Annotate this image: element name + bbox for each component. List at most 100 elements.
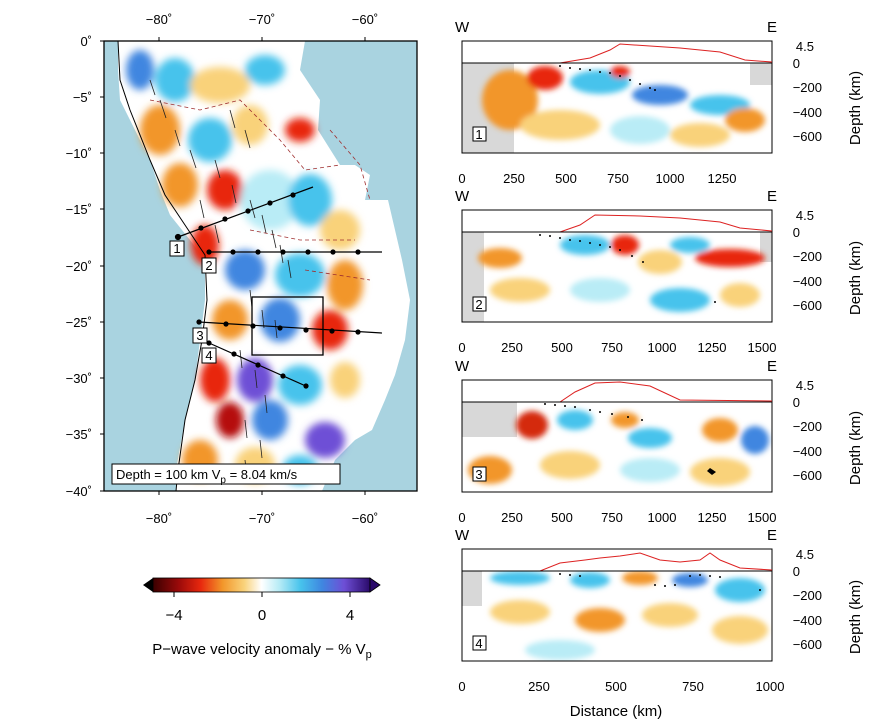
lat-tick: −10˚ <box>66 146 92 161</box>
depth-tick: −200 <box>793 80 822 95</box>
cross-section-4: W E 4 4.5 0 <box>455 527 864 720</box>
distance-tick: 0 <box>458 340 465 355</box>
depth-tick: 0 <box>793 564 800 579</box>
east-label: E <box>767 19 777 36</box>
distance-tick: 750 <box>601 340 623 355</box>
depth-tick: −600 <box>793 298 822 313</box>
cross-section-1: W E 1 4.5 <box>455 19 864 186</box>
west-label: W <box>455 188 470 205</box>
distance-tick: 0 <box>458 679 465 694</box>
profile-label-4: 4 <box>205 348 212 363</box>
top-lon-tick: −60˚ <box>352 12 378 27</box>
west-label: W <box>455 19 470 36</box>
distance-tick: 750 <box>601 510 623 525</box>
depth-tick: −600 <box>793 637 822 652</box>
topography-panel <box>461 40 773 64</box>
elevation-tick: 4.5 <box>796 547 814 562</box>
bottom-lon-tick: −60˚ <box>352 511 378 526</box>
depth-tick: −600 <box>793 468 822 483</box>
section-number: 3 <box>475 467 482 482</box>
coastline <box>117 41 208 491</box>
distance-tick: 250 <box>528 679 550 694</box>
distance-tick: 250 <box>501 510 523 525</box>
depth-tick: −200 <box>793 588 822 603</box>
distance-tick: 250 <box>503 171 525 186</box>
depth-axis-label: Depth (km) <box>847 71 864 145</box>
elevation-tick: 4.5 <box>796 378 814 393</box>
profile-label-3: 3 <box>196 328 203 343</box>
depth-tick: 0 <box>793 225 800 240</box>
depth-tick: 0 <box>793 395 800 410</box>
depth-caption-box <box>111 463 341 485</box>
east-label: E <box>767 358 777 375</box>
topography-profile <box>462 43 773 64</box>
profile-label-1: 1 <box>173 241 180 256</box>
distance-tick: 500 <box>551 510 573 525</box>
distance-tick: 500 <box>605 679 627 694</box>
elevation-tick: 4.5 <box>796 208 814 223</box>
colorbar-tick: 0 <box>258 607 266 624</box>
lat-tick: −20˚ <box>66 259 92 274</box>
east-label: E <box>767 527 777 544</box>
distance-axis-label: Distance (km) <box>570 703 663 720</box>
lat-tick: −25˚ <box>66 315 92 330</box>
depth-tick: −200 <box>793 249 822 264</box>
depth-tick: 0 <box>793 56 800 71</box>
topography-panel <box>461 548 773 572</box>
anomaly-patches <box>126 50 363 485</box>
colorbar-tick: −4 <box>165 607 182 624</box>
depth-tick: −400 <box>793 274 822 289</box>
bottom-lon-tick: −80˚ <box>146 511 172 526</box>
topography-panel <box>461 379 773 403</box>
west-label: W <box>455 527 470 544</box>
distance-tick: 0 <box>458 510 465 525</box>
distance-tick: 1500 <box>748 510 777 525</box>
topography-profile <box>462 552 773 572</box>
depth-axis-label: Depth (km) <box>847 411 864 485</box>
west-label: W <box>455 358 470 375</box>
topography-profile <box>462 214 773 233</box>
distance-tick: 1000 <box>756 679 785 694</box>
distance-tick: 0 <box>458 171 465 186</box>
lat-tick: 0˚ <box>80 34 92 49</box>
depth-tick: −400 <box>793 444 822 459</box>
top-lon-tick: −70˚ <box>249 12 275 27</box>
profile-line-3 <box>198 321 383 334</box>
distance-tick: 750 <box>607 171 629 186</box>
distance-tick: 1250 <box>698 510 727 525</box>
colorbar-right-arrow <box>369 577 381 593</box>
topography-profile <box>462 381 773 403</box>
map-tick-marks <box>100 37 366 495</box>
topography-panel <box>461 209 773 233</box>
distance-tick: 1250 <box>698 340 727 355</box>
distance-tick: 500 <box>551 340 573 355</box>
cross-section-3: W E 3 4.5 <box>455 358 864 525</box>
colorbar-tick: 4 <box>346 607 354 624</box>
depth-axis-label: Depth (km) <box>847 241 864 315</box>
distance-tick: 1000 <box>648 340 677 355</box>
bottom-lon-tick: −70˚ <box>249 511 275 526</box>
section-number: 1 <box>475 127 482 142</box>
top-lon-tick: −80˚ <box>146 12 172 27</box>
distance-tick: 1250 <box>708 171 737 186</box>
distance-tick: 750 <box>682 679 704 694</box>
depth-tick: −400 <box>793 105 822 120</box>
depth-axis-label: Depth (km) <box>847 580 864 654</box>
east-label: E <box>767 188 777 205</box>
political-borders <box>149 99 371 281</box>
distance-tick: 250 <box>501 340 523 355</box>
lat-tick: −40˚ <box>66 484 92 499</box>
lat-tick: −15˚ <box>66 202 92 217</box>
tomography-map: Depth = 100 km Vp = 8.04 km/s 1 2 3 4 −8… <box>66 12 418 526</box>
profile-label-2: 2 <box>205 258 212 273</box>
section-number: 4 <box>475 636 482 651</box>
colorbar-left-arrow <box>143 578 153 592</box>
lat-tick: −35˚ <box>66 427 92 442</box>
depth-tick: −600 <box>793 129 822 144</box>
distance-tick: 1000 <box>656 171 685 186</box>
elevation-tick: 4.5 <box>796 39 814 54</box>
lat-tick: −5˚ <box>73 90 92 105</box>
cross-section-2: W E 2 4.5 <box>455 188 864 355</box>
profile-labels: 1 2 3 4 <box>169 240 217 364</box>
